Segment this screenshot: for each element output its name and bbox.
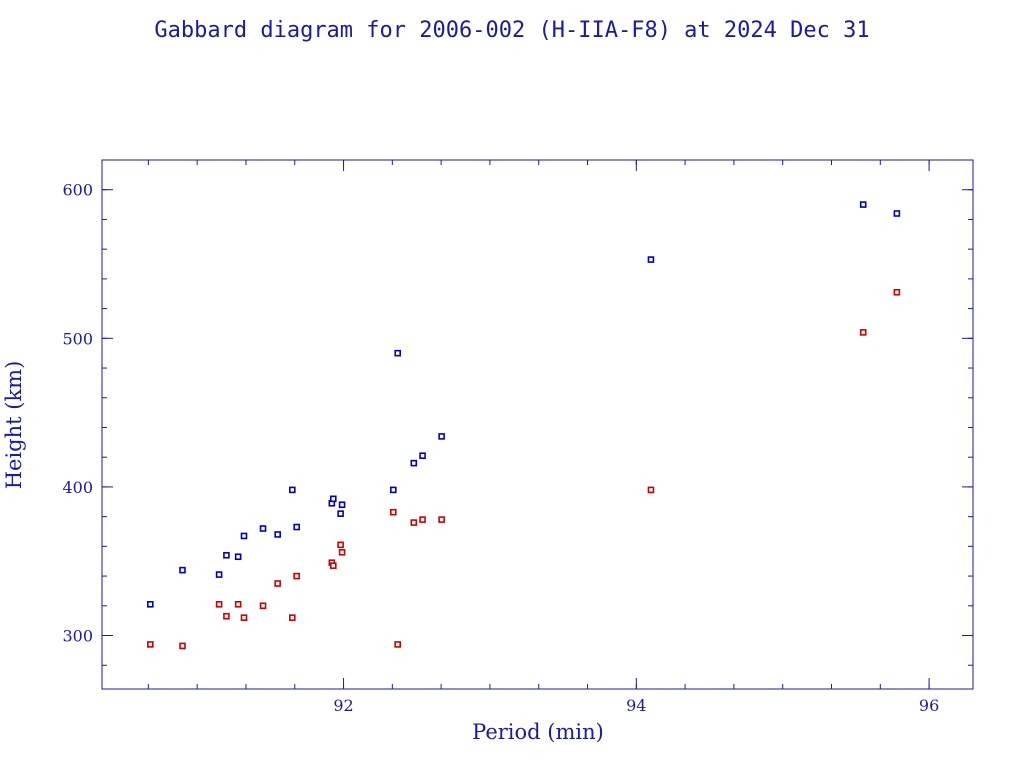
x-tick-label: 94	[626, 696, 646, 715]
perigee-point	[338, 548, 346, 556]
apogee-point	[859, 201, 867, 208]
apogee-point	[438, 433, 445, 440]
x-tick-label: 92	[333, 696, 353, 715]
y-tick-label: 500	[62, 329, 93, 348]
y-axis-label: Height (km)	[2, 361, 26, 490]
perigee-point	[293, 572, 300, 580]
apogee-point	[289, 486, 296, 494]
data-points	[147, 201, 901, 650]
y-tick-label: 400	[62, 478, 93, 497]
perigee-point	[289, 614, 296, 621]
y-tick-label: 600	[62, 181, 93, 200]
apogee-point	[329, 495, 337, 503]
x-axis-label: Period (min)	[472, 720, 604, 744]
perigee-point	[274, 580, 281, 587]
perigee-point	[223, 612, 230, 620]
apogee-point	[234, 553, 242, 561]
perigee-point	[240, 614, 248, 621]
perigee-point	[859, 329, 867, 336]
apogee-point	[240, 532, 248, 540]
perigee-point	[234, 601, 242, 608]
apogee-point	[338, 501, 346, 509]
perigee-point	[329, 562, 337, 569]
apogee-point	[893, 210, 901, 217]
perigee-point	[215, 601, 223, 608]
apogee-point	[337, 510, 344, 517]
perigee-point	[410, 519, 418, 526]
apogee-point	[419, 452, 426, 460]
perigee-point	[893, 288, 901, 296]
apogee-point	[259, 525, 267, 532]
perigee-point	[438, 516, 445, 523]
perigee-point	[337, 541, 344, 549]
perigee-point	[647, 486, 655, 494]
apogee-point	[394, 349, 402, 357]
apogee-point	[179, 566, 186, 574]
apogee-point	[147, 601, 154, 608]
apogee-point	[274, 531, 281, 538]
plot-axes: 92 94 96 300 400 500 600	[62, 159, 974, 715]
apogee-point	[647, 256, 655, 263]
x-tick-label: 96	[919, 696, 939, 715]
apogee-point	[410, 459, 418, 467]
perigee-point	[390, 508, 397, 516]
apogee-point	[215, 571, 223, 578]
apogee-point	[390, 486, 397, 494]
perigee-point	[179, 642, 186, 650]
plot-frame	[101, 159, 974, 690]
chart-title: Gabbard diagram for 2006-002 (H-IIA-F8) …	[154, 18, 869, 43]
apogee-point	[223, 551, 230, 559]
apogee-point	[293, 523, 300, 531]
perigee-point	[147, 641, 154, 648]
perigee-point	[259, 602, 267, 610]
perigee-point	[394, 641, 402, 648]
perigee-point	[419, 516, 426, 523]
y-tick-label: 300	[62, 627, 93, 646]
